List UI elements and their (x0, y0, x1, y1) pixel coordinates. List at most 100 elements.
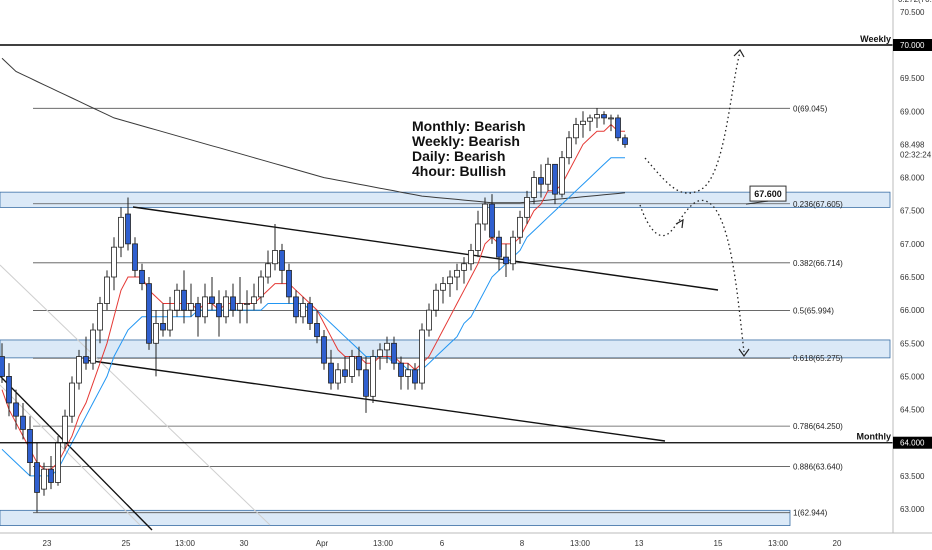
time-tick-label: 13 (635, 539, 644, 548)
candle-body (153, 322, 159, 344)
fib-label: 1(62.944) (793, 509, 828, 518)
candle-body (349, 356, 355, 377)
candle (342, 356, 348, 384)
candle (538, 164, 544, 198)
price-tick-label: 66.000 (900, 306, 925, 315)
time-tick-label: 23 (43, 539, 52, 548)
fib-label: 0.886(63.640) (793, 463, 843, 472)
candle (531, 170, 537, 205)
candle (34, 442, 40, 513)
candle-body (202, 296, 208, 318)
candle (104, 270, 110, 311)
candle-body (272, 250, 278, 265)
candle-body (510, 236, 516, 265)
candle (363, 356, 369, 413)
candle-body (335, 369, 341, 384)
candle (97, 296, 103, 344)
monthly-level-price-label: 64.000 (900, 439, 925, 448)
candle-body (328, 362, 334, 384)
ema-slow-line (1, 157, 625, 477)
candle-body (398, 362, 404, 377)
candle-body (552, 163, 558, 195)
candle-body (391, 342, 397, 364)
candle-body (237, 303, 243, 311)
candle-body (608, 117, 614, 120)
diagonal-thin-line-1 (0, 264, 271, 526)
time-tick-label: 20 (833, 539, 842, 548)
candle-body (132, 243, 138, 271)
trend-line-steep (0, 375, 153, 531)
candle (349, 349, 355, 384)
candle-body (230, 296, 236, 311)
candle (251, 283, 257, 311)
price-tick-label: 63.000 (900, 505, 925, 514)
zone-band (0, 339, 891, 359)
candle (293, 290, 299, 324)
countdown-label: 02:32:24 (900, 151, 932, 160)
candle-body (538, 177, 544, 185)
fib-levels: 0(69.045) 0.236(67.605) 0.382(66.714) 0.5(6… (33, 104, 843, 518)
price-tick-label: 66.500 (900, 273, 925, 282)
candle (419, 323, 425, 390)
weekly-level-price-label: 70.000 (900, 41, 925, 50)
projection-arrow-mid (675, 218, 684, 229)
zone-band (0, 509, 791, 526)
fib-label: 0.382(66.714) (793, 259, 843, 268)
candle-body (216, 303, 222, 318)
candle-body (111, 246, 117, 278)
candle-body (97, 303, 103, 331)
candle-body (342, 369, 348, 377)
price-marker-pointer (745, 200, 769, 205)
candle-body (174, 289, 180, 311)
candle-body (559, 157, 565, 195)
weekly-level-label: Weekly (860, 34, 891, 44)
price-marker-label: 67.600 (754, 189, 782, 199)
candle-body (62, 415, 68, 444)
candle (314, 310, 320, 344)
candle (132, 237, 138, 277)
candle-body (356, 356, 362, 371)
candle-body (258, 276, 264, 298)
candle-body (293, 296, 299, 318)
candle-body (531, 177, 537, 198)
time-tick-label: 6 (440, 539, 445, 548)
candle (517, 210, 523, 244)
candle (244, 290, 250, 324)
candle-body (90, 329, 96, 364)
time-tick-label: Apr (316, 539, 329, 548)
projection-bullish-path (644, 51, 741, 194)
candle (594, 107, 600, 128)
key-levels: Weekly Monthly 67.600 (0, 34, 893, 444)
candle-body (482, 203, 488, 225)
candle (111, 237, 117, 291)
candle-body (433, 289, 439, 311)
candle-body (27, 429, 33, 464)
candle (118, 207, 124, 258)
time-tick-label: 25 (122, 539, 131, 548)
candle (237, 277, 243, 324)
candle (587, 114, 593, 132)
candle (454, 263, 460, 291)
candle-body (160, 322, 166, 331)
candle (384, 336, 390, 364)
bias-annotation: Weekly: Bearish (412, 133, 520, 149)
price-tick-label: 69.500 (900, 74, 925, 83)
candle (447, 270, 453, 297)
candle-body (475, 223, 481, 251)
price-tick-label: 70.500 (900, 8, 925, 17)
candle (321, 330, 327, 370)
candle-body (363, 369, 369, 397)
price-tick-label: 65.500 (900, 339, 925, 348)
candle-body (251, 296, 257, 304)
candle (622, 134, 628, 148)
candle (188, 283, 194, 317)
candle (286, 263, 292, 304)
candle (6, 363, 12, 417)
candle-body (244, 303, 250, 305)
candle-body (13, 402, 19, 417)
candle-body (69, 382, 75, 417)
candle (566, 131, 572, 165)
monthly-level-label: Monthly (857, 432, 892, 442)
candle (153, 310, 159, 377)
